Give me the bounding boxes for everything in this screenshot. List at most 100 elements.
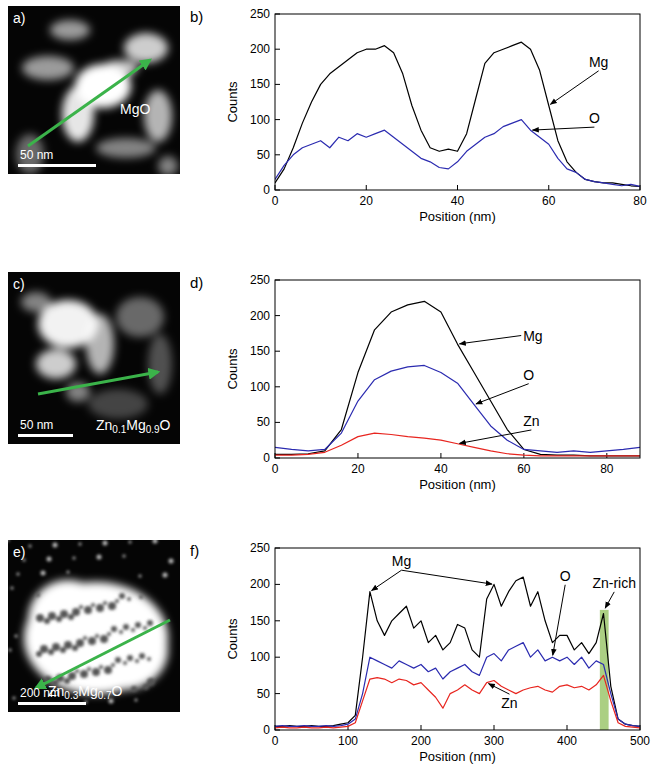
y-tick (275, 49, 280, 50)
image-speckle (135, 659, 139, 663)
image-speckle (91, 603, 95, 607)
y-tick (275, 154, 280, 155)
x-tick-label: 40 (451, 194, 465, 208)
image-speckle (56, 616, 62, 622)
image-speckle (60, 647, 66, 653)
label-arrow (459, 430, 531, 443)
panel-letter: c) (13, 276, 25, 292)
plot-data (275, 577, 640, 730)
image-speckle (169, 559, 174, 564)
y-tick-label: 0 (263, 451, 270, 465)
image-background (8, 540, 180, 712)
y-tick (275, 657, 280, 658)
label-arrow (532, 127, 594, 130)
micrograph-panel: a)MgO50 nm (8, 6, 180, 176)
y-tick-label: 100 (250, 380, 270, 394)
image-speckle (53, 543, 58, 548)
x-axis-title: Position (nm) (419, 477, 496, 492)
text-part: 0.1 (112, 424, 126, 435)
profile-arrow (28, 60, 150, 146)
image-speckle (147, 657, 151, 661)
label-arrow (550, 71, 598, 105)
text-part: Zn (96, 417, 112, 433)
line-chart: f)0100200300400500050100150200250Positio… (190, 541, 650, 764)
plot-frame (275, 14, 640, 190)
x-tick-label: 60 (517, 462, 531, 476)
y-tick-label: 250 (250, 7, 270, 21)
series-line (275, 643, 640, 727)
image-feature (124, 33, 168, 63)
image-speckle (52, 643, 60, 651)
text-part: MgO (120, 101, 150, 117)
y-axis-title: Counts (225, 348, 240, 390)
image-speckle (96, 604, 104, 612)
image-speckle (64, 678, 70, 684)
image-feature (62, 86, 94, 142)
image-background (8, 272, 180, 444)
label-arrow (476, 384, 529, 404)
image-speckle (68, 672, 76, 680)
x-axis-title: Position (nm) (419, 749, 496, 764)
image-features (16, 20, 178, 174)
image-speckle (92, 668, 100, 676)
image-speckle (47, 557, 52, 562)
x-tick (457, 185, 458, 190)
image-speckle (36, 651, 42, 657)
x-tick-label: 0 (272, 462, 279, 476)
image-feature (96, 138, 156, 158)
image-speckle (108, 602, 116, 610)
scale-bar-label: 50 nm (20, 418, 53, 432)
image-feature (86, 314, 114, 374)
image-speckle (131, 686, 137, 692)
y-tick-label: 50 (257, 687, 271, 701)
image-speckle (36, 593, 40, 597)
label-arrow (605, 592, 614, 608)
x-tick (548, 185, 549, 190)
image-speckle (15, 635, 18, 638)
image-feature (88, 389, 148, 419)
y-tick-label: 150 (250, 614, 270, 628)
y-tick-label: 0 (263, 183, 270, 197)
image-speckle (68, 614, 74, 620)
image-feature (148, 334, 172, 394)
x-tick-label: 80 (600, 462, 614, 476)
x-tick (494, 725, 495, 730)
image-features (24, 580, 168, 694)
image-speckle (139, 595, 143, 599)
image-speckle (115, 657, 121, 663)
x-tick-label: 20 (360, 194, 374, 208)
scale-bar (18, 702, 86, 705)
image-feature (116, 297, 164, 337)
image-feature (50, 20, 90, 40)
image-speckle (48, 612, 56, 620)
image-speckle (135, 622, 141, 628)
y-tick (275, 351, 280, 352)
image-speckle (147, 678, 155, 686)
image-speckle (29, 545, 32, 548)
label-arrow (488, 684, 509, 695)
image-speckle (131, 628, 135, 632)
label-arrow (402, 570, 492, 584)
scale-bar-label: 200 nm (20, 686, 60, 700)
image-background (8, 6, 180, 174)
series-label: O (560, 568, 571, 584)
y-axis-title: Counts (225, 81, 240, 123)
x-tick (357, 453, 358, 458)
image-speckle (72, 645, 78, 651)
x-tick-label: 80 (633, 194, 647, 208)
series-line (275, 675, 640, 727)
label-arrow (459, 336, 521, 344)
image-speckle (111, 626, 117, 632)
y-tick (275, 620, 280, 621)
image-speckle (139, 575, 142, 578)
series-line (275, 301, 640, 456)
image-speckle (11, 587, 14, 590)
x-tick-label: 100 (338, 734, 358, 748)
image-speckle (107, 632, 111, 636)
image-speckle (17, 573, 20, 576)
x-axis-title: Position (nm) (419, 209, 496, 224)
image-feature (21, 292, 51, 312)
y-tick (275, 119, 280, 120)
label-arrow (372, 570, 402, 590)
image-features (21, 292, 172, 419)
